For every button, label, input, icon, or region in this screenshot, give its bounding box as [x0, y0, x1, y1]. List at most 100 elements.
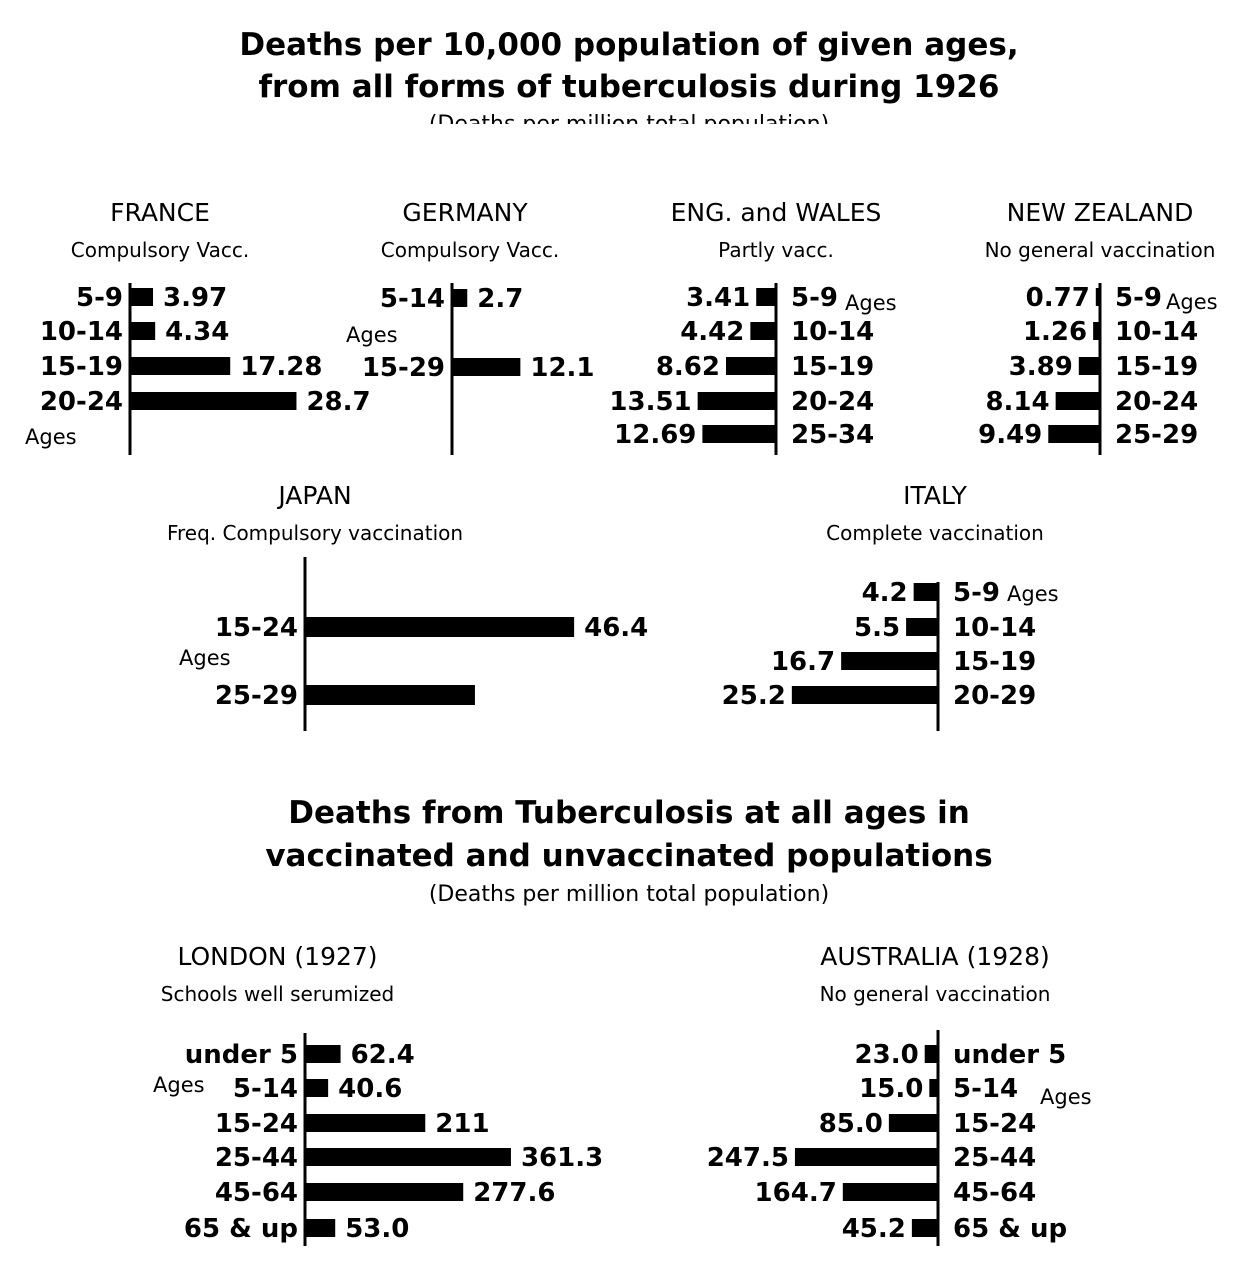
- value-label-newzealand-1: 1.26: [1023, 317, 1087, 347]
- value-label-england-4: 12.69: [614, 420, 696, 450]
- value-label-newzealand-2: 3.89: [1009, 352, 1073, 382]
- panel-title-london: LONDON (1927): [177, 942, 378, 971]
- ages-label-france: Ages: [25, 425, 77, 449]
- category-label-france-1: 10-14: [40, 317, 123, 347]
- panel-title-italy: ITALY: [903, 481, 967, 510]
- bar-australia-0: [924, 1045, 938, 1063]
- value-label-newzealand-0: 0.77: [1026, 283, 1090, 313]
- panel-title-newzealand: NEW ZEALAND: [1006, 198, 1194, 227]
- ages-label-england: Ages: [845, 291, 897, 315]
- panel-title-japan: JAPAN: [278, 481, 352, 510]
- category-label-newzealand-0: 5-9: [1115, 283, 1162, 313]
- value-label-london-0: 62.4: [351, 1040, 415, 1070]
- main-title-line1: Deaths per 10,000 population of given ag…: [239, 27, 1019, 63]
- category-label-australia-0: under 5: [953, 1040, 1066, 1070]
- bar-france-0: [130, 288, 154, 306]
- value-label-italy-3: 25.2: [722, 681, 786, 711]
- value-label-italy-1: 5.5: [854, 613, 900, 643]
- bar-newzealand-0: [1095, 288, 1100, 306]
- category-label-france-2: 15-19: [40, 352, 123, 382]
- bar-england-1: [750, 322, 776, 340]
- value-label-england-0: 3.41: [686, 283, 750, 313]
- value-label-france-1: 4.34: [165, 317, 229, 347]
- category-label-england-4: 25-34: [791, 420, 874, 450]
- value-label-australia-3: 247.5: [707, 1143, 789, 1173]
- bar-newzealand-1: [1093, 322, 1100, 340]
- bar-london-5: [305, 1219, 336, 1237]
- value-label-italy-0: 4.2: [862, 578, 908, 608]
- category-label-england-2: 15-19: [791, 352, 874, 382]
- category-label-germany-1: 15-29: [362, 353, 445, 383]
- bar-japan-0: [305, 617, 575, 637]
- main-subtitle-clip: (Deaths per million total population): [0, 110, 1258, 124]
- bar-newzealand-4: [1048, 425, 1100, 443]
- value-label-france-0: 3.97: [163, 283, 227, 313]
- value-label-london-4: 277.6: [473, 1178, 555, 1208]
- second-title-line1: Deaths from Tuberculosis at all ages in: [288, 795, 970, 831]
- value-label-england-1: 4.42: [680, 317, 744, 347]
- value-label-newzealand-3: 8.14: [985, 387, 1049, 417]
- category-label-japan-1: 25-29: [215, 681, 298, 711]
- bar-london-0: [305, 1045, 341, 1063]
- bar-newzealand-3: [1055, 392, 1100, 410]
- value-label-france-3: 28.7: [306, 387, 370, 417]
- category-label-australia-5: 65 & up: [953, 1214, 1067, 1244]
- category-label-london-3: 25-44: [215, 1143, 298, 1173]
- category-label-australia-1: 5-14: [953, 1074, 1018, 1104]
- ages-label-australia: Ages: [1040, 1085, 1092, 1109]
- second-title-line2: vaccinated and unvaccinated populations: [265, 838, 993, 874]
- bar-italy-0: [913, 583, 938, 601]
- category-label-italy-2: 15-19: [953, 647, 1036, 677]
- panel-title-australia: AUSTRALIA (1928): [820, 942, 1050, 971]
- panel-subtitle-newzealand: No general vaccination: [984, 238, 1216, 262]
- panel-subtitle-england: Partly vacc.: [718, 238, 834, 262]
- value-label-germany-0: 2.7: [477, 284, 523, 314]
- value-label-australia-0: 23.0: [855, 1040, 919, 1070]
- bar-australia-5: [911, 1219, 938, 1237]
- bar-australia-2: [888, 1114, 938, 1132]
- category-label-newzealand-3: 20-24: [1115, 387, 1198, 417]
- panel-subtitle-london: Schools well serumized: [160, 982, 395, 1006]
- ages-label-italy: Ages: [1007, 582, 1059, 606]
- bar-japan-1: [305, 685, 475, 705]
- main-title-line2: from all forms of tuberculosis during 19…: [258, 69, 1000, 105]
- value-label-japan-0: 46.4: [584, 613, 648, 643]
- value-label-australia-5: 45.2: [842, 1214, 906, 1244]
- category-label-italy-3: 20-29: [953, 681, 1036, 711]
- panel-subtitle-italy: Complete vaccination: [826, 521, 1044, 545]
- value-label-london-1: 40.6: [338, 1074, 402, 1104]
- value-label-germany-1: 12.1: [530, 353, 594, 383]
- panel-subtitle-germany: Compulsory Vacc.: [380, 238, 560, 262]
- bar-france-1: [130, 322, 156, 340]
- bar-london-4: [305, 1183, 464, 1201]
- bar-france-3: [130, 392, 297, 410]
- value-label-australia-2: 85.0: [819, 1109, 883, 1139]
- category-label-france-3: 20-24: [40, 387, 123, 417]
- category-label-england-0: 5-9: [791, 283, 838, 313]
- bar-italy-3: [791, 686, 938, 704]
- bar-italy-2: [841, 652, 938, 670]
- bar-england-4: [702, 425, 776, 443]
- category-label-france-0: 5-9: [76, 283, 123, 313]
- value-label-england-3: 13.51: [609, 387, 691, 417]
- category-label-australia-2: 15-24: [953, 1109, 1036, 1139]
- bar-australia-1: [929, 1079, 938, 1097]
- category-label-london-1: 5-14: [233, 1074, 298, 1104]
- category-label-london-4: 45-64: [215, 1178, 298, 1208]
- bar-italy-1: [906, 618, 938, 636]
- ages-label-germany: Ages: [346, 323, 398, 347]
- ages-label-london: Ages: [153, 1073, 205, 1097]
- category-label-australia-4: 45-64: [953, 1178, 1036, 1208]
- bar-australia-3: [794, 1148, 938, 1166]
- category-label-london-2: 15-24: [215, 1109, 298, 1139]
- panel-subtitle-australia: No general vaccination: [819, 982, 1051, 1006]
- bar-germany-1: [452, 358, 521, 376]
- value-label-london-5: 53.0: [345, 1214, 409, 1244]
- value-label-london-3: 361.3: [521, 1143, 603, 1173]
- bar-germany-0: [452, 289, 468, 307]
- category-label-italy-0: 5-9: [953, 578, 1000, 608]
- bar-london-2: [305, 1114, 426, 1132]
- category-label-japan-0: 15-24: [215, 613, 298, 643]
- bar-australia-4: [842, 1183, 938, 1201]
